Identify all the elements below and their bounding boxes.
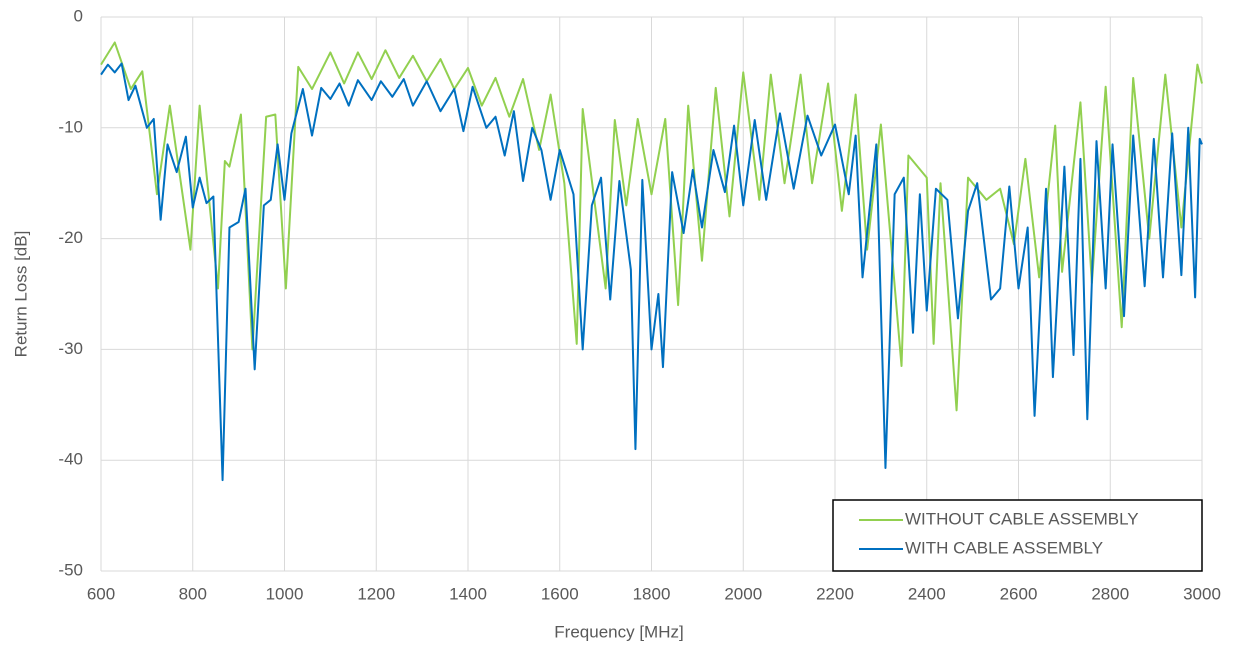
- x-tick-label: 600: [87, 584, 115, 603]
- x-tick-label: 2000: [724, 584, 762, 603]
- y-tick-label: -50: [58, 560, 83, 579]
- y-tick-label: -20: [58, 228, 83, 247]
- y-tick-label: 0: [74, 6, 83, 25]
- x-tick-label: 1000: [266, 584, 304, 603]
- y-tick-label: -30: [58, 339, 83, 358]
- x-tick-label: 1800: [633, 584, 671, 603]
- x-tick-label: 2800: [1091, 584, 1129, 603]
- legend-label: WITHOUT CABLE ASSEMBLY: [905, 509, 1139, 528]
- y-tick-label: -40: [58, 450, 83, 469]
- series-line: [100, 62, 1203, 482]
- x-axis-label: Frequency [MHz]: [554, 622, 683, 641]
- x-tick-label: 1600: [541, 584, 579, 603]
- x-tick-label: 2200: [816, 584, 854, 603]
- x-tick-label: 1200: [357, 584, 395, 603]
- x-tick-label: 1400: [449, 584, 487, 603]
- y-tick-label: -10: [58, 117, 83, 136]
- legend-box: [832, 499, 1203, 572]
- x-tick-label: 800: [179, 584, 207, 603]
- x-tick-label: 3000: [1183, 584, 1221, 603]
- legend-label: WITH CABLE ASSEMBLY: [905, 538, 1103, 557]
- series-line: [100, 41, 1203, 412]
- x-tick-label: 2600: [1000, 584, 1038, 603]
- y-axis-label: Return Loss [dB]: [11, 231, 30, 358]
- x-tick-label: 2400: [908, 584, 946, 603]
